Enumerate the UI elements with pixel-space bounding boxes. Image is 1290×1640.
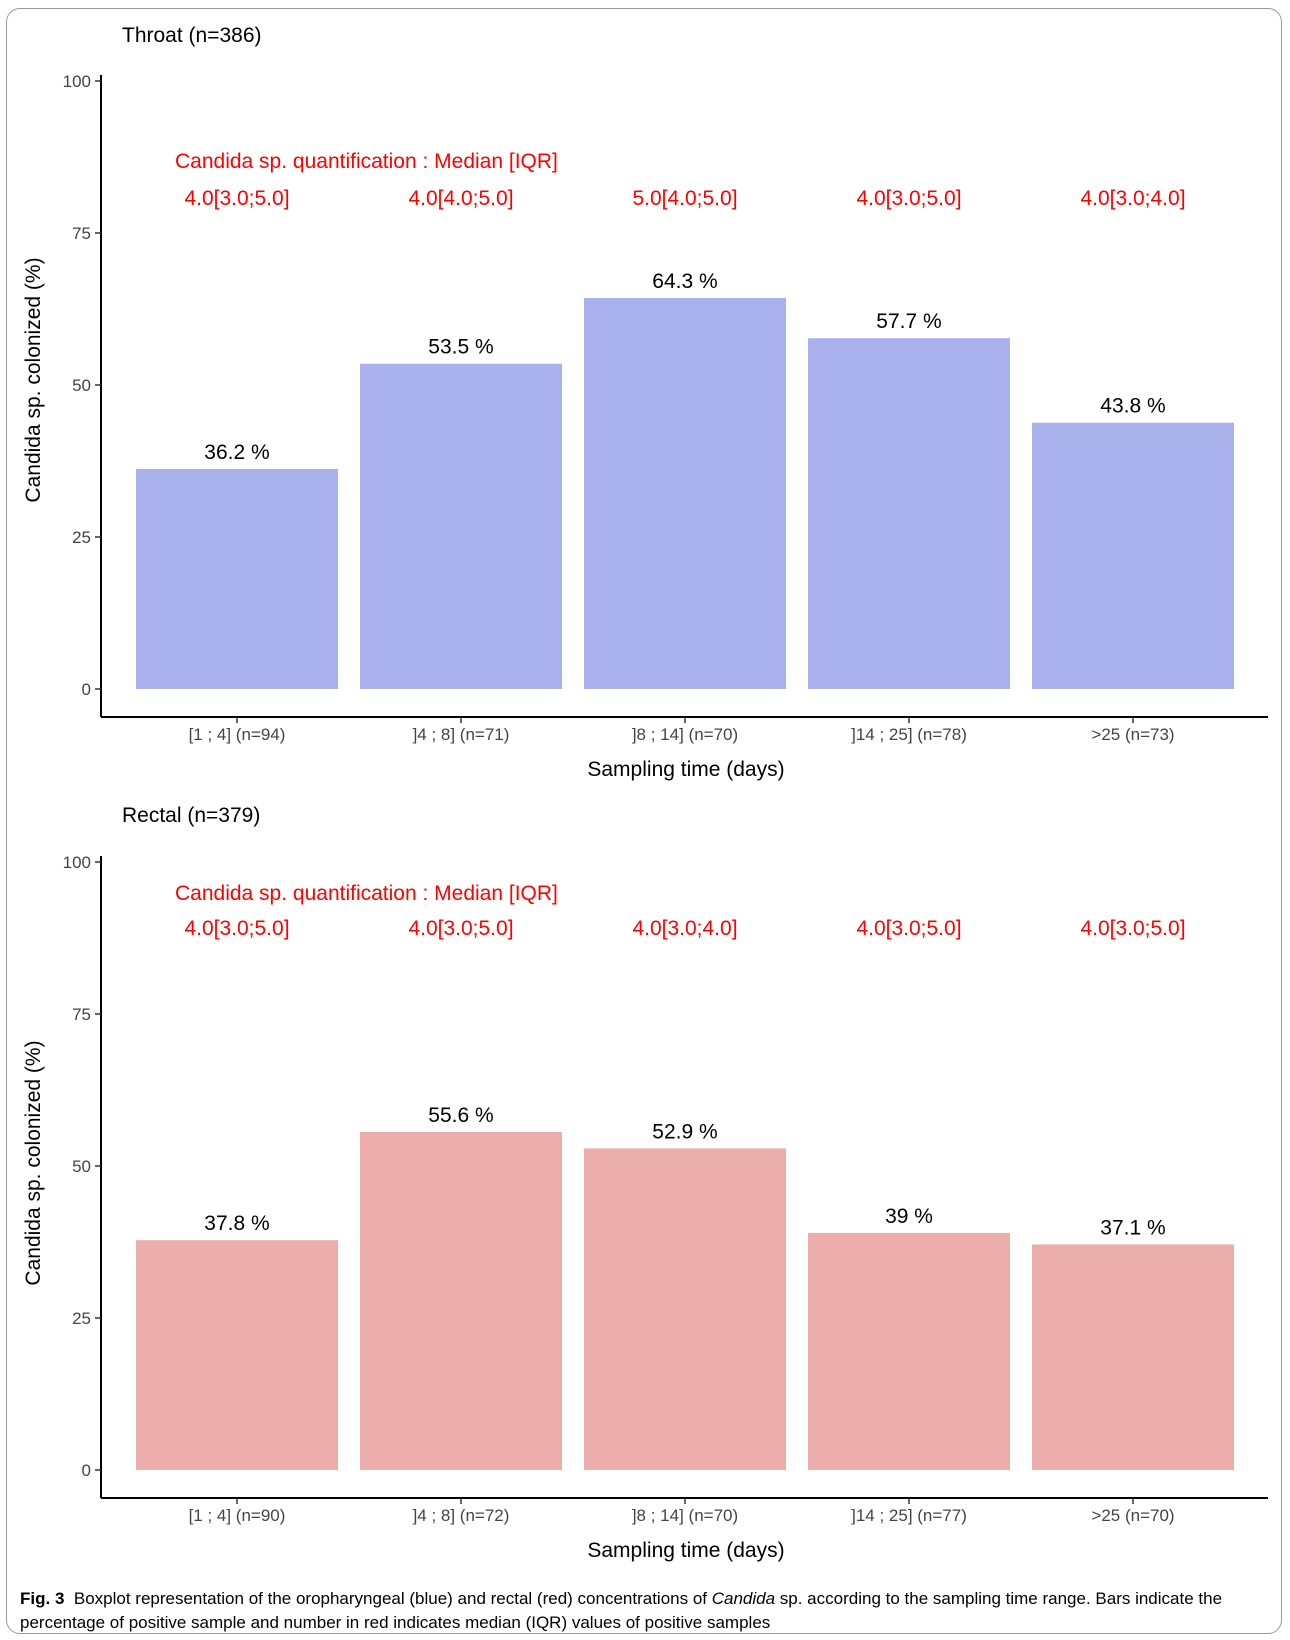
panel1-y-tick-label: 0 [82, 680, 91, 699]
panel1-bar-value-label: 53.5 % [428, 336, 493, 359]
panel1-bar [808, 338, 1010, 689]
panel1-y-tick-label: 75 [72, 224, 91, 243]
panel2-x-tick-label: [1 ; 4] (n=90) [189, 1506, 286, 1525]
panel1-bar-value-label: 64.3 % [652, 270, 717, 293]
bar-charts: Throat (n=386) 0 25 50 75 100 36.2 % [1 ; 4] (n… [22, 24, 1268, 1562]
panel2-bar-value-label: 55.6 % [428, 1104, 493, 1127]
panel2-x-tick-label: ]4 ; 8] (n=72) [413, 1506, 510, 1525]
panel2-bar-value-label: 37.1 % [1100, 1216, 1165, 1239]
panel2-median-iqr-label: 4.0[3.0;5.0] [408, 917, 513, 940]
panel1-x-axis-label: Sampling time (days) [587, 758, 784, 781]
panel1-bar-value-label: 36.2 % [204, 441, 269, 464]
figure-frame [6, 8, 1282, 1634]
panel2-y-tick-label: 100 [63, 853, 91, 872]
panel2-bar-value-label: 39 % [885, 1205, 933, 1228]
panel2-x-tick-label: ]8 ; 14] (n=70) [632, 1506, 738, 1525]
caption-label: Fig. 3 [20, 1589, 65, 1608]
panel1-bar [1032, 422, 1234, 689]
panel2-bar [360, 1131, 562, 1470]
caption-text-after: sp. according to the sampling time range… [20, 1589, 1223, 1632]
panel2-bar [136, 1240, 338, 1470]
panel1-x-tick-label: >25 (n=73) [1091, 725, 1174, 744]
panel1-y-tick-label: 50 [72, 376, 91, 395]
panel2-bar-value-label: 37.8 % [204, 1212, 269, 1235]
panel1-y-axis-label: Candida sp. colonized (%) [22, 257, 45, 502]
caption-italic: Candida [711, 1589, 776, 1608]
panel2-x-axis-label: Sampling time (days) [587, 1539, 784, 1562]
panel1-median-iqr-label: 4.0[3.0;5.0] [184, 187, 289, 210]
panel2-bar [584, 1148, 786, 1470]
panel1-bar [584, 298, 786, 689]
panel2-median-iqr-label: 4.0[3.0;4.0] [632, 917, 737, 940]
panel2-bar-value-label: 52.9 % [652, 1120, 717, 1143]
panel1-x-tick-label: ]8 ; 14] (n=70) [632, 725, 738, 744]
panel2-median-iqr-label: 4.0[3.0;5.0] [1080, 917, 1185, 940]
figure-caption: Fig. 3 Boxplot representation of the oro… [20, 1587, 1270, 1635]
panel1-bar [360, 363, 562, 689]
panel1-x-tick-label: [1 ; 4] (n=94) [189, 725, 286, 744]
panel2-y-tick-label: 50 [72, 1157, 91, 1176]
panel1-y-tick-label: 100 [63, 72, 91, 91]
panel2-y-tick-label: 0 [82, 1461, 91, 1480]
panel2-median-iqr-label: 4.0[3.0;5.0] [184, 917, 289, 940]
panel1-annotation-title: Candida sp. quantification : Median [IQR… [175, 150, 558, 173]
panel2-y-axis-label: Candida sp. colonized (%) [22, 1040, 45, 1285]
caption-text-before: Boxplot representation of the oropharyng… [73, 1589, 712, 1608]
panel1-median-iqr-label: 5.0[4.0;5.0] [632, 187, 737, 210]
panel2-y-tick-label: 75 [72, 1005, 91, 1024]
panel1-chart-title: Throat (n=386) [122, 24, 262, 47]
panel2-x-tick-label: ]14 ; 25] (n=77) [851, 1506, 967, 1525]
panel1-median-iqr-label: 4.0[4.0;5.0] [408, 187, 513, 210]
panel1-median-iqr-label: 4.0[3.0;5.0] [856, 187, 961, 210]
panel1-bar [136, 468, 338, 689]
panel1-median-iqr-label: 4.0[3.0;4.0] [1080, 187, 1185, 210]
panel2-y-tick-label: 25 [72, 1309, 91, 1328]
panel2-annotation-title: Candida sp. quantification : Median [IQR… [175, 882, 558, 905]
panel1-x-tick-label: ]4 ; 8] (n=71) [413, 725, 510, 744]
panel2-bar [1032, 1244, 1234, 1470]
panel2-bar [808, 1232, 1010, 1470]
panel2-x-tick-label: >25 (n=70) [1091, 1506, 1174, 1525]
panel1-x-tick-label: ]14 ; 25] (n=78) [851, 725, 967, 744]
panel2-median-iqr-label: 4.0[3.0;5.0] [856, 917, 961, 940]
panel1-y-tick-label: 25 [72, 528, 91, 547]
panel1-bar-value-label: 57.7 % [876, 310, 941, 333]
panel2-chart-title: Rectal (n=379) [122, 804, 260, 827]
panel1-bar-value-label: 43.8 % [1100, 395, 1165, 418]
